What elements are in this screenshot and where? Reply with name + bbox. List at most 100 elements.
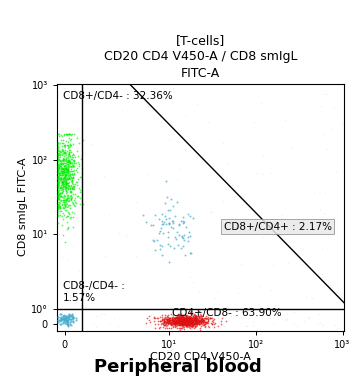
Point [173, 319, 178, 325]
Point [164, 314, 170, 320]
Point [176, 317, 182, 323]
Point [61, 133, 67, 139]
Point [64, 163, 70, 169]
Point [181, 315, 187, 321]
Point [63, 182, 69, 188]
Point [183, 319, 189, 325]
Point [186, 229, 192, 235]
Title: [T-cells]
CD20 CD4 V450-A / CD8 smIgL
FITC-A: [T-cells] CD20 CD4 V450-A / CD8 smIgL FI… [104, 34, 297, 80]
Point [161, 318, 166, 325]
Point [201, 321, 207, 327]
Point [174, 236, 179, 242]
Point [55, 144, 60, 150]
Point [176, 315, 182, 321]
Point [60, 183, 66, 189]
Point [56, 149, 62, 155]
Point [176, 315, 182, 321]
Point [67, 141, 73, 147]
Point [174, 319, 180, 325]
Point [55, 166, 60, 173]
Point [176, 166, 182, 172]
Point [169, 320, 175, 326]
Point [66, 314, 71, 320]
Point [65, 175, 71, 181]
Point [184, 317, 190, 323]
Point [178, 319, 184, 325]
Point [62, 185, 68, 191]
Point [185, 321, 190, 328]
Point [183, 318, 189, 324]
Point [55, 165, 60, 171]
Point [187, 320, 192, 326]
Point [67, 185, 72, 191]
Point [165, 229, 171, 235]
Point [179, 318, 185, 324]
Point [152, 235, 158, 241]
Point [183, 317, 189, 323]
Point [189, 326, 195, 332]
Point [57, 190, 63, 196]
Point [178, 314, 184, 320]
Point [65, 176, 71, 182]
Point [51, 320, 57, 326]
Point [184, 319, 190, 325]
Point [162, 317, 167, 323]
Point [175, 319, 181, 325]
Point [60, 175, 66, 181]
Point [71, 168, 77, 174]
Point [61, 180, 66, 187]
Point [67, 157, 72, 163]
Point [167, 317, 173, 323]
Point [187, 316, 193, 322]
Point [61, 174, 67, 180]
Point [55, 163, 60, 169]
Point [211, 317, 216, 323]
Point [161, 320, 166, 326]
Point [180, 321, 186, 327]
Point [186, 321, 191, 327]
Point [58, 179, 64, 185]
Point [194, 322, 200, 328]
Point [64, 195, 70, 201]
Point [188, 318, 193, 324]
Point [61, 142, 67, 148]
Point [181, 320, 186, 326]
Point [195, 317, 201, 323]
Point [321, 90, 327, 97]
Point [56, 165, 62, 171]
Point [163, 321, 169, 327]
Point [189, 320, 195, 326]
Point [65, 180, 71, 186]
Point [164, 319, 170, 325]
Point [184, 318, 190, 324]
Point [164, 317, 170, 323]
Point [60, 179, 66, 185]
Point [201, 319, 206, 325]
Point [61, 193, 66, 199]
Point [181, 324, 187, 330]
Point [55, 174, 60, 180]
Point [64, 164, 69, 170]
Point [164, 322, 170, 328]
Point [180, 315, 186, 321]
Point [67, 171, 73, 177]
Point [271, 263, 276, 269]
Point [65, 319, 71, 325]
Point [180, 317, 185, 323]
Point [63, 165, 69, 171]
Point [183, 320, 189, 326]
Point [60, 157, 66, 163]
Point [63, 172, 69, 178]
Point [55, 208, 60, 214]
Point [67, 193, 73, 199]
Point [167, 317, 173, 323]
Point [71, 141, 76, 147]
Point [198, 318, 204, 325]
Point [174, 314, 180, 320]
Point [67, 141, 72, 147]
Point [205, 316, 211, 322]
Point [190, 319, 196, 325]
Point [180, 317, 186, 323]
Point [258, 100, 263, 106]
Point [68, 163, 74, 169]
